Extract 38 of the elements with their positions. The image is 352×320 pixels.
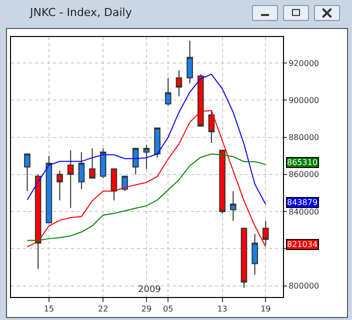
candlestick: [176, 70, 182, 97]
y-tick-label: 880000: [288, 133, 320, 142]
y-tick-label: 900000: [288, 96, 320, 105]
y-tick-label: 800000: [288, 282, 320, 291]
x-tick-label: 22: [98, 304, 108, 314]
candlestick: [24, 154, 30, 192]
annotation: 2009: [138, 285, 162, 295]
x-tick-label: 05: [163, 304, 174, 314]
y-tick-label: 920000: [288, 58, 320, 68]
y-tick-label: 840000: [288, 207, 320, 216]
candlestick: [164, 77, 172, 106]
chart-title: JNKC - Index, Daily: [30, 6, 132, 19]
candlestick: [219, 150, 226, 214]
candlestick: [110, 168, 118, 201]
candlestick: [89, 148, 96, 179]
candlestick: [78, 152, 85, 190]
candlestick: [56, 170, 63, 201]
candlestick: [67, 150, 74, 208]
line-series: [26, 154, 266, 241]
x-tick-label: 13: [217, 304, 228, 314]
x-tick-label: 19: [260, 304, 271, 314]
y-tick-label: 860000: [288, 170, 320, 180]
candlestick: [143, 144, 150, 170]
line-series: [26, 74, 266, 205]
candlestick: [252, 233, 258, 276]
x-tick-label: 29: [141, 304, 152, 314]
candlestick: [46, 155, 52, 224]
candlestick: [100, 148, 106, 179]
annotation: 843879: [287, 198, 318, 207]
annotation: 865310: [287, 158, 318, 167]
candlestick: [230, 190, 236, 222]
candlestick: [186, 40, 193, 84]
candlestick: [122, 176, 128, 192]
x-tick-label: 15: [44, 304, 54, 314]
candlestick: [240, 228, 248, 288]
candlestick: [132, 148, 139, 175]
candlestick: [154, 128, 160, 158]
annotation: 821034: [287, 240, 318, 249]
